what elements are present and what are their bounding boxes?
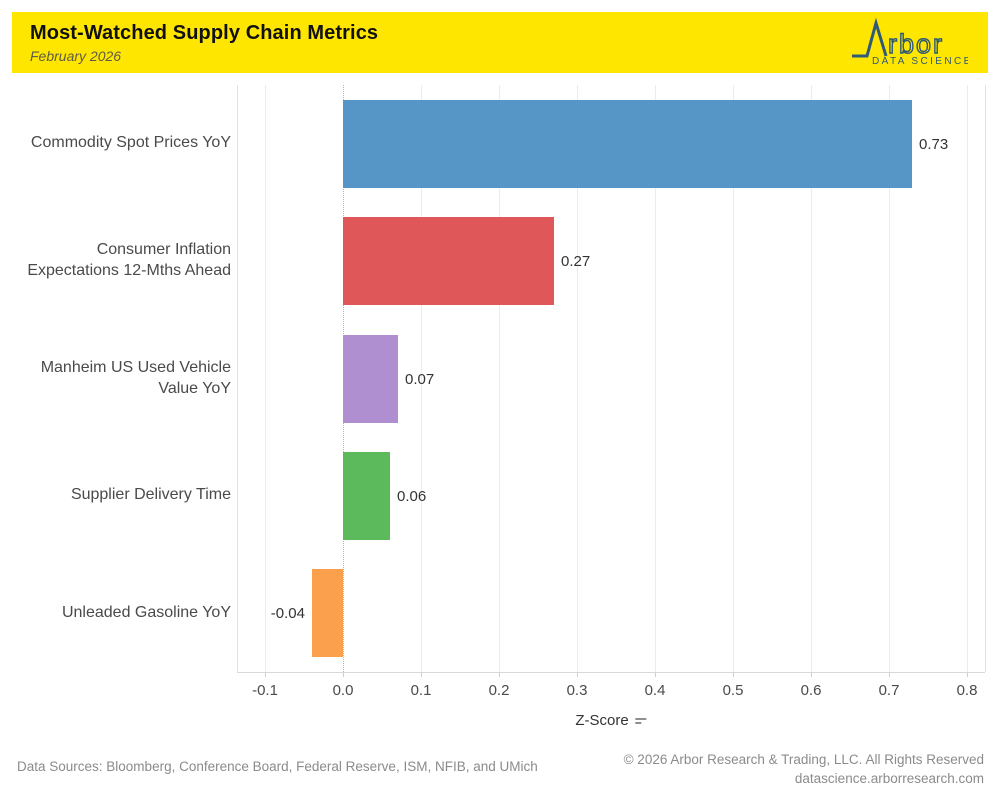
gridline: [811, 85, 812, 672]
axis-tick: [421, 672, 422, 677]
axis-tick-label: 0.0: [332, 682, 354, 699]
category-label: Supplier Delivery Time: [6, 484, 231, 505]
category-label-line: Commodity Spot Prices YoY: [30, 134, 231, 151]
axis-tick-label: 0.5: [722, 682, 744, 699]
gridline: [889, 85, 890, 672]
axis-tick: [967, 672, 968, 677]
axis-tick: [811, 672, 812, 677]
category-label-line: Unleaded Gasoline YoY: [61, 604, 231, 621]
axis-tick: [499, 672, 500, 677]
logo-wordmark: rbor: [888, 29, 944, 59]
value-label: 0.06: [397, 488, 427, 505]
gridline: [265, 85, 266, 672]
header-titles: Most-Watched Supply Chain Metrics Februa…: [30, 22, 378, 64]
category-label-line: Consumer Inflation: [96, 241, 231, 258]
gridline: [421, 85, 422, 672]
bar-5[interactable]: [312, 569, 343, 657]
axis-tick: [889, 672, 890, 677]
category-label-line: Value YoY: [158, 380, 231, 397]
axis-tick: [265, 672, 266, 677]
axis-tick: [655, 672, 656, 677]
x-axis-title-text: Z-Score: [575, 712, 629, 729]
copyright-block: © 2026 Arbor Research & Trading, LLC. Al…: [624, 750, 984, 788]
axis-tick-label: 0.2: [488, 682, 510, 699]
gridline: [499, 85, 500, 672]
copyright-text: © 2026 Arbor Research & Trading, LLC. Al…: [623, 752, 984, 767]
axis-tick: [343, 672, 344, 677]
category-label-line: Expectations 12-Mths Ahead: [27, 262, 231, 279]
gridline: [655, 85, 656, 672]
logo-tagline: DATA SCIENCE: [872, 56, 968, 65]
x-axis-title: Z-Score: [575, 712, 647, 729]
website-link[interactable]: datascience.arborresearch.com: [794, 771, 984, 786]
axis-tick: [577, 672, 578, 677]
axis-tick-label: 0.8: [956, 682, 978, 699]
category-label: Unleaded Gasoline YoY: [6, 602, 231, 623]
bar-1[interactable]: [343, 100, 912, 188]
axis-tick: [733, 672, 734, 677]
category-label-line: Supplier Delivery Time: [70, 486, 231, 503]
bar-3[interactable]: [343, 335, 398, 423]
bar-4[interactable]: [343, 452, 390, 540]
page-title: Most-Watched Supply Chain Metrics: [30, 21, 379, 44]
axis-tick-label: 0.4: [644, 682, 666, 699]
data-sources-note: Data Sources: Bloomberg, Conference Boar…: [17, 759, 538, 774]
arbor-logo: rbor DATA SCIENCE: [850, 15, 970, 70]
axis-tick-label: -0.1: [252, 682, 278, 699]
value-label: 0.07: [405, 371, 435, 388]
axis-tick-label: 0.6: [800, 682, 822, 699]
axis-tick-label: 0.3: [566, 682, 588, 699]
axis-tick-label: 0.7: [878, 682, 900, 699]
x-axis-line: [237, 672, 985, 673]
page-subtitle: February 2026: [30, 47, 122, 64]
value-label: 0.27: [561, 253, 591, 270]
category-label: Manheim US Used Vehicle Value YoY: [6, 357, 231, 399]
value-label: -0.04: [270, 605, 305, 622]
gridline: [733, 85, 734, 672]
gridline: [967, 85, 968, 672]
value-label: 0.73: [919, 136, 949, 153]
plot-border: [237, 85, 238, 672]
mountain-peak-icon: [852, 17, 888, 58]
sort-icon[interactable]: [635, 717, 647, 724]
header-banner: Most-Watched Supply Chain Metrics Februa…: [12, 12, 988, 73]
axis-tick-label: 0.1: [410, 682, 432, 699]
category-label-line: Manheim US Used Vehicle: [40, 359, 231, 376]
bar-2[interactable]: [343, 217, 554, 305]
gridline: [577, 85, 578, 672]
arbor-logo-graphic: rbor DATA SCIENCE: [852, 17, 970, 67]
category-label: Consumer Inflation Expectations 12-Mths A…: [6, 239, 231, 281]
plot-border: [985, 85, 986, 672]
category-label: Commodity Spot Prices YoY: [6, 132, 231, 153]
